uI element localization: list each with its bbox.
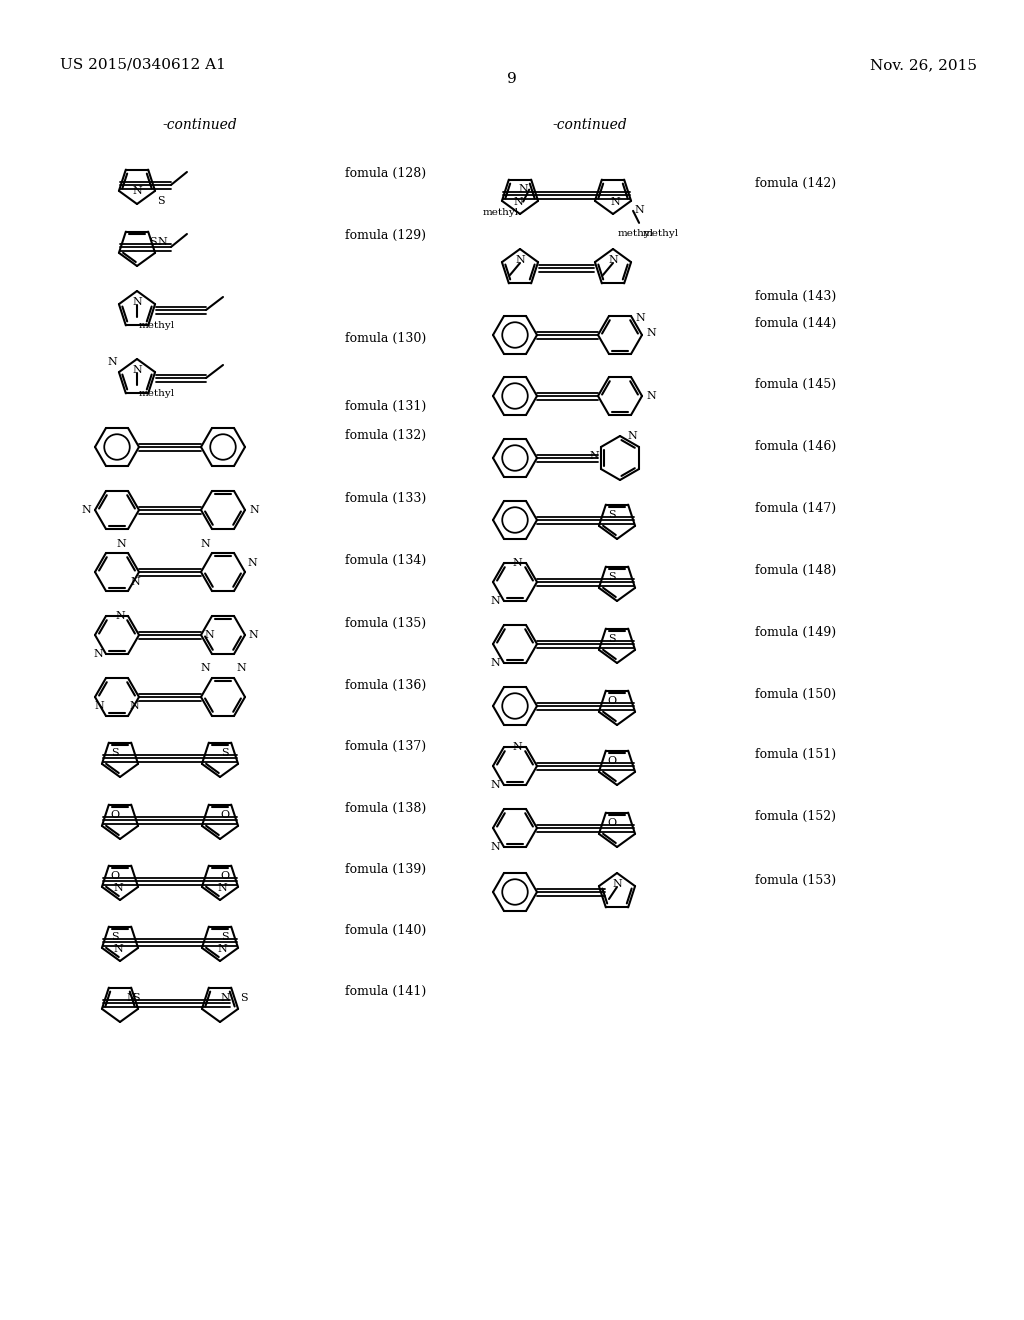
Text: N: N bbox=[126, 993, 136, 1003]
Text: S: S bbox=[150, 236, 157, 247]
Text: -continued: -continued bbox=[163, 117, 238, 132]
Text: O: O bbox=[220, 809, 229, 820]
Text: N: N bbox=[515, 255, 525, 265]
Text: N: N bbox=[635, 313, 645, 323]
Text: O: O bbox=[111, 809, 120, 820]
Text: N: N bbox=[518, 183, 528, 194]
Text: N: N bbox=[220, 993, 230, 1003]
Text: N: N bbox=[247, 558, 257, 568]
Text: N: N bbox=[113, 883, 123, 894]
Text: Nov. 26, 2015: Nov. 26, 2015 bbox=[870, 58, 977, 73]
Text: methyl: methyl bbox=[139, 321, 175, 330]
Text: S: S bbox=[221, 932, 229, 941]
Text: O: O bbox=[220, 871, 229, 880]
Text: N: N bbox=[93, 649, 103, 659]
Text: N: N bbox=[490, 597, 500, 606]
Text: fomula (144): fomula (144) bbox=[755, 317, 837, 330]
Text: N: N bbox=[236, 663, 246, 673]
Text: N: N bbox=[157, 236, 167, 247]
Text: fomula (136): fomula (136) bbox=[345, 678, 426, 692]
Text: fomula (138): fomula (138) bbox=[345, 803, 426, 814]
Text: N: N bbox=[646, 327, 655, 338]
Text: methyl: methyl bbox=[483, 207, 519, 216]
Text: N: N bbox=[132, 297, 142, 308]
Text: fomula (149): fomula (149) bbox=[755, 626, 837, 639]
Text: methyl: methyl bbox=[643, 228, 679, 238]
Text: N: N bbox=[116, 611, 125, 620]
Text: N: N bbox=[490, 842, 500, 851]
Text: N: N bbox=[108, 358, 117, 367]
Text: N: N bbox=[113, 944, 123, 954]
Text: N: N bbox=[248, 630, 258, 640]
Text: fomula (132): fomula (132) bbox=[345, 429, 426, 442]
Text: fomula (151): fomula (151) bbox=[755, 748, 837, 762]
Text: fomula (135): fomula (135) bbox=[345, 616, 426, 630]
Text: fomula (130): fomula (130) bbox=[345, 333, 426, 345]
Text: N: N bbox=[201, 663, 210, 673]
Text: N: N bbox=[81, 506, 91, 515]
Text: O: O bbox=[608, 755, 616, 766]
Text: N: N bbox=[608, 255, 617, 265]
Text: O: O bbox=[608, 696, 616, 706]
Text: 9: 9 bbox=[507, 73, 517, 86]
Text: fomula (150): fomula (150) bbox=[755, 688, 837, 701]
Text: fomula (134): fomula (134) bbox=[345, 554, 426, 568]
Text: N: N bbox=[132, 366, 142, 375]
Text: -continued: -continued bbox=[553, 117, 628, 132]
Text: fomula (128): fomula (128) bbox=[345, 168, 426, 180]
Text: N: N bbox=[512, 558, 522, 568]
Text: N: N bbox=[490, 780, 500, 791]
Text: fomula (142): fomula (142) bbox=[755, 177, 837, 190]
Text: fomula (147): fomula (147) bbox=[755, 502, 837, 515]
Text: fomula (141): fomula (141) bbox=[345, 985, 426, 998]
Text: N: N bbox=[646, 391, 655, 401]
Text: N: N bbox=[249, 506, 259, 515]
Text: N: N bbox=[204, 630, 214, 640]
Text: N: N bbox=[490, 659, 500, 668]
Text: N: N bbox=[612, 879, 622, 888]
Text: methyl: methyl bbox=[618, 228, 654, 238]
Text: S: S bbox=[608, 634, 615, 644]
Text: N: N bbox=[512, 742, 522, 752]
Text: N: N bbox=[628, 432, 637, 441]
Text: fomula (153): fomula (153) bbox=[755, 874, 837, 887]
Text: S: S bbox=[240, 993, 248, 1003]
Text: S: S bbox=[111, 932, 119, 941]
Text: N: N bbox=[217, 883, 227, 894]
Text: N: N bbox=[94, 701, 104, 711]
Text: fomula (152): fomula (152) bbox=[755, 810, 836, 822]
Text: N: N bbox=[132, 186, 142, 195]
Text: S: S bbox=[221, 747, 229, 758]
Text: S: S bbox=[111, 747, 119, 758]
Text: US 2015/0340612 A1: US 2015/0340612 A1 bbox=[60, 58, 226, 73]
Text: fomula (139): fomula (139) bbox=[345, 863, 426, 876]
Text: fomula (148): fomula (148) bbox=[755, 564, 837, 577]
Text: methyl: methyl bbox=[139, 389, 175, 399]
Text: N: N bbox=[610, 197, 620, 207]
Text: fomula (129): fomula (129) bbox=[345, 228, 426, 242]
Text: fomula (131): fomula (131) bbox=[345, 400, 426, 413]
Text: N: N bbox=[117, 539, 126, 549]
Text: fomula (145): fomula (145) bbox=[755, 378, 837, 391]
Text: S: S bbox=[132, 993, 140, 1003]
Text: N: N bbox=[513, 197, 523, 207]
Text: O: O bbox=[111, 871, 120, 880]
Text: fomula (143): fomula (143) bbox=[755, 290, 837, 304]
Text: N: N bbox=[589, 451, 599, 461]
Text: fomula (137): fomula (137) bbox=[345, 741, 426, 752]
Text: N: N bbox=[217, 944, 227, 954]
Text: N: N bbox=[129, 701, 138, 711]
Text: S: S bbox=[608, 572, 615, 582]
Text: N: N bbox=[130, 577, 139, 587]
Text: N: N bbox=[634, 205, 644, 215]
Text: S: S bbox=[157, 195, 165, 206]
Text: fomula (146): fomula (146) bbox=[755, 440, 837, 453]
Text: S: S bbox=[608, 510, 615, 520]
Text: fomula (140): fomula (140) bbox=[345, 924, 426, 937]
Text: N: N bbox=[201, 539, 210, 549]
Text: fomula (133): fomula (133) bbox=[345, 492, 426, 506]
Text: O: O bbox=[608, 817, 616, 828]
